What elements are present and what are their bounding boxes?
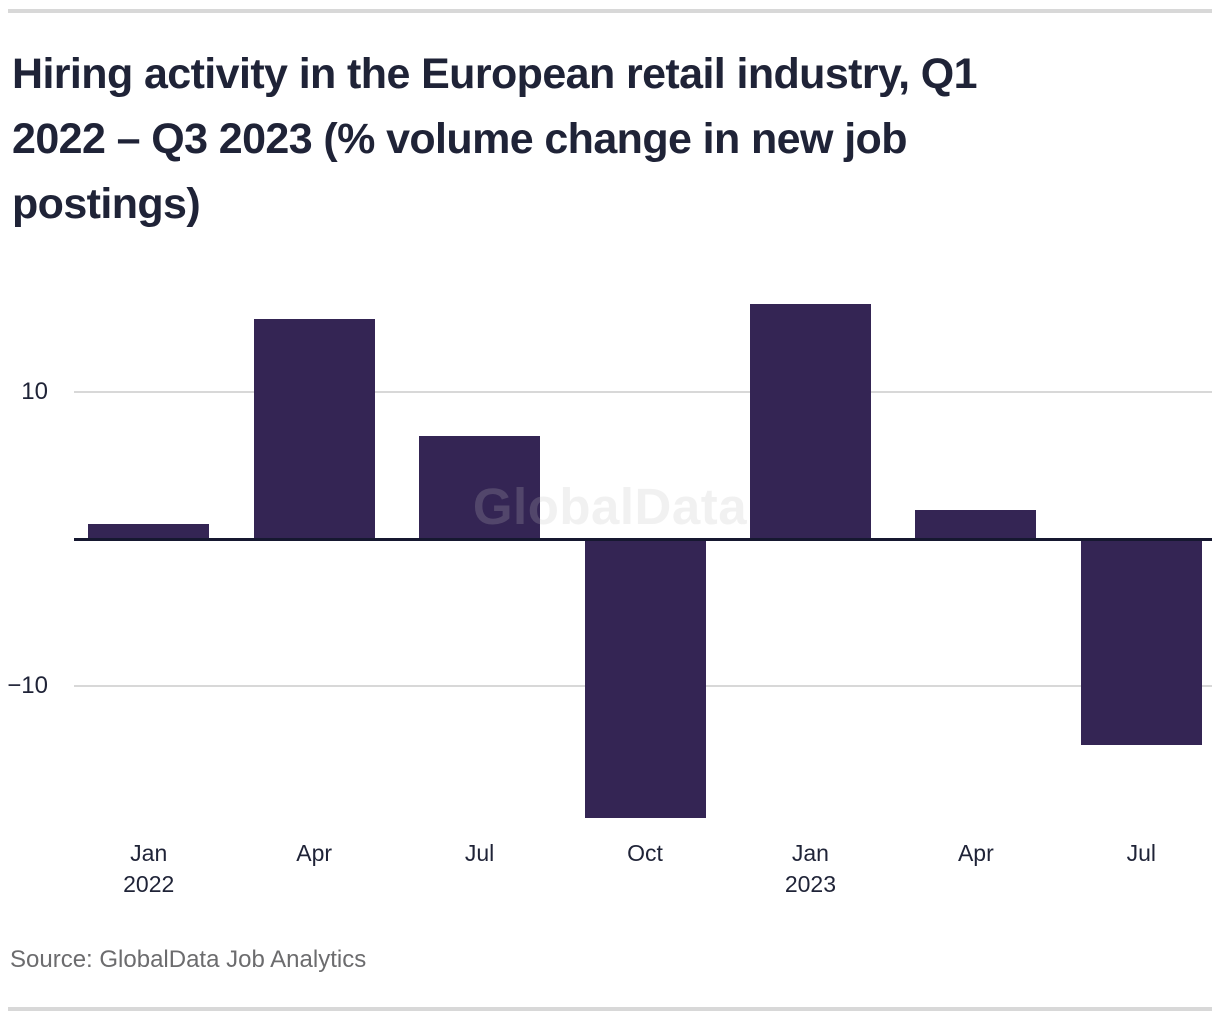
x-axis-label-line: Apr [296,840,333,866]
bar-oct-2022 [584,539,706,819]
x-axis-label-line: Jan [130,840,168,866]
bar-jan-2023 [749,303,871,539]
x-axis-label: Jul [1058,838,1220,869]
y-axis-tick-label: −10 [7,672,48,699]
x-axis-label-line: Jan [791,840,829,866]
bar-apr-2022 [253,318,375,539]
y-axis-tick-label: 10 [21,378,48,405]
x-axis-label-line: 2022 [123,871,175,897]
x-axis-label: Jan 2023 [727,838,893,900]
x-axis-label-line: Jul [1126,840,1156,866]
top-divider-rule [8,9,1212,13]
zero-baseline [74,538,1212,541]
bar-jan-2022 [88,524,210,539]
x-axis-label-line: Apr [957,840,994,866]
x-axis-label-line: Jul [464,840,495,866]
gridline [74,391,1212,393]
chart-title-line-2: 2022 – Q3 2023 (% volume change in new j… [12,115,907,163]
bottom-divider-rule [8,1007,1212,1011]
bar-jul-2023 [1080,539,1202,745]
x-axis-label: Apr [231,838,397,869]
bar-apr-2023 [915,509,1037,539]
x-axis-label: Oct [562,838,728,869]
x-axis-label: Jan 2022 [66,838,232,900]
source-note: Source: GlobalData Job Analytics [10,946,367,973]
chart-title-line-1: Hiring activity in the European retail i… [12,50,978,98]
chart-title-line-3: postings) [12,180,201,228]
x-axis-label: Apr [893,838,1059,869]
x-axis-label-line: Oct [627,840,663,866]
chart-title: Hiring activity in the European retail i… [12,42,1172,237]
x-axis-label: Jul [397,838,563,869]
x-axis-label-line: 2023 [784,871,836,897]
bar-jul-2022 [419,436,541,539]
